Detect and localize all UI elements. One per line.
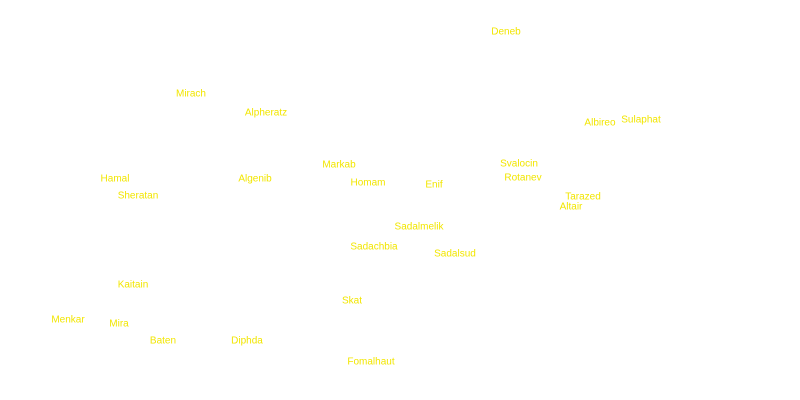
star-label: Albireo bbox=[584, 118, 616, 129]
star-label: Deneb bbox=[491, 27, 521, 38]
star-label: Algenib bbox=[238, 174, 272, 185]
star-label: Homam bbox=[350, 178, 385, 189]
star-label: Menkar bbox=[51, 315, 85, 326]
star-label: Sheratan bbox=[118, 191, 159, 202]
star-label: Diphda bbox=[231, 336, 263, 347]
star-label: Baten bbox=[150, 336, 176, 347]
star-label: Mirach bbox=[176, 89, 206, 100]
star-label: Sadalmelik bbox=[395, 222, 445, 233]
star-label: Alpheratz bbox=[245, 108, 287, 119]
star-label: Svalocin bbox=[500, 159, 538, 170]
star-label: Mira bbox=[109, 319, 129, 330]
star-label: Tarazed bbox=[565, 192, 601, 203]
star-label: Enif bbox=[425, 180, 442, 191]
star-label: Markab bbox=[322, 160, 356, 171]
star-label: Kaitain bbox=[118, 280, 149, 291]
star-label: Fomalhaut bbox=[347, 357, 394, 368]
star-label: Skat bbox=[342, 296, 362, 307]
star-label: Sulaphat bbox=[621, 115, 661, 126]
star-label: Rotanev bbox=[504, 173, 541, 184]
star-label: Sadalsud bbox=[434, 249, 476, 260]
star-label: Sadachbia bbox=[350, 242, 398, 253]
star-label: Altair bbox=[560, 202, 583, 213]
star-label: Hamal bbox=[101, 174, 130, 185]
